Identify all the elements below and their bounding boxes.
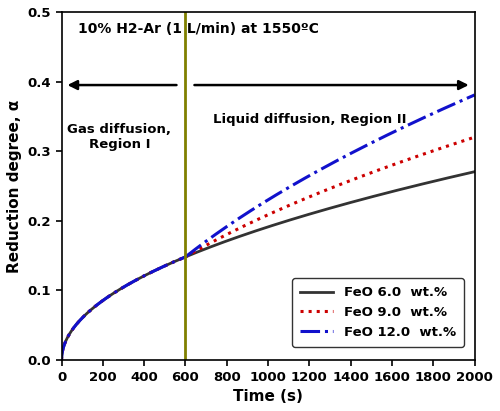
Text: 10% H2-Ar (1 L/min) at 1550ºC: 10% H2-Ar (1 L/min) at 1550ºC	[78, 22, 319, 37]
FeO 12.0  wt.%	[234, 217, 239, 222]
FeO 9.0  wt.%	[234, 227, 239, 232]
FeO 12.0  wt.%	[472, 92, 478, 97]
FeO 9.0  wt.%	[314, 192, 320, 196]
Text: Liquid diffusion, Region II: Liquid diffusion, Region II	[212, 113, 406, 126]
FeO 12.0  wt.%	[376, 137, 382, 142]
FeO 12.0  wt.%	[182, 254, 188, 259]
FeO 12.0  wt.%	[353, 148, 359, 153]
FeO 12.0  wt.%	[314, 169, 320, 174]
Y-axis label: Reduction degree, α: Reduction degree, α	[7, 99, 22, 272]
FeO 6.0  wt.%	[472, 169, 478, 174]
FeO 6.0  wt.%	[353, 199, 359, 203]
FeO 6.0  wt.%	[182, 254, 188, 259]
FeO 12.0  wt.%	[257, 203, 263, 208]
Line: FeO 9.0  wt.%: FeO 9.0 wt.%	[186, 137, 474, 257]
FeO 12.0  wt.%	[400, 125, 406, 130]
X-axis label: Time (s): Time (s)	[233, 389, 303, 404]
FeO 9.0  wt.%	[472, 135, 478, 140]
FeO 6.0  wt.%	[314, 210, 320, 215]
Line: FeO 6.0  wt.%: FeO 6.0 wt.%	[186, 172, 474, 257]
Legend: FeO 6.0  wt.%, FeO 9.0  wt.%, FeO 12.0  wt.%: FeO 6.0 wt.%, FeO 9.0 wt.%, FeO 12.0 wt.…	[292, 279, 464, 346]
FeO 9.0  wt.%	[182, 254, 188, 259]
FeO 9.0  wt.%	[400, 159, 406, 164]
FeO 9.0  wt.%	[257, 216, 263, 221]
FeO 6.0  wt.%	[257, 227, 263, 232]
FeO 6.0  wt.%	[234, 235, 239, 240]
Line: FeO 12.0  wt.%: FeO 12.0 wt.%	[186, 95, 474, 257]
FeO 6.0  wt.%	[400, 186, 406, 191]
FeO 6.0  wt.%	[376, 193, 382, 198]
FeO 9.0  wt.%	[376, 168, 382, 173]
FeO 9.0  wt.%	[353, 176, 359, 181]
Text: Gas diffusion,
Region I: Gas diffusion, Region I	[68, 123, 172, 151]
